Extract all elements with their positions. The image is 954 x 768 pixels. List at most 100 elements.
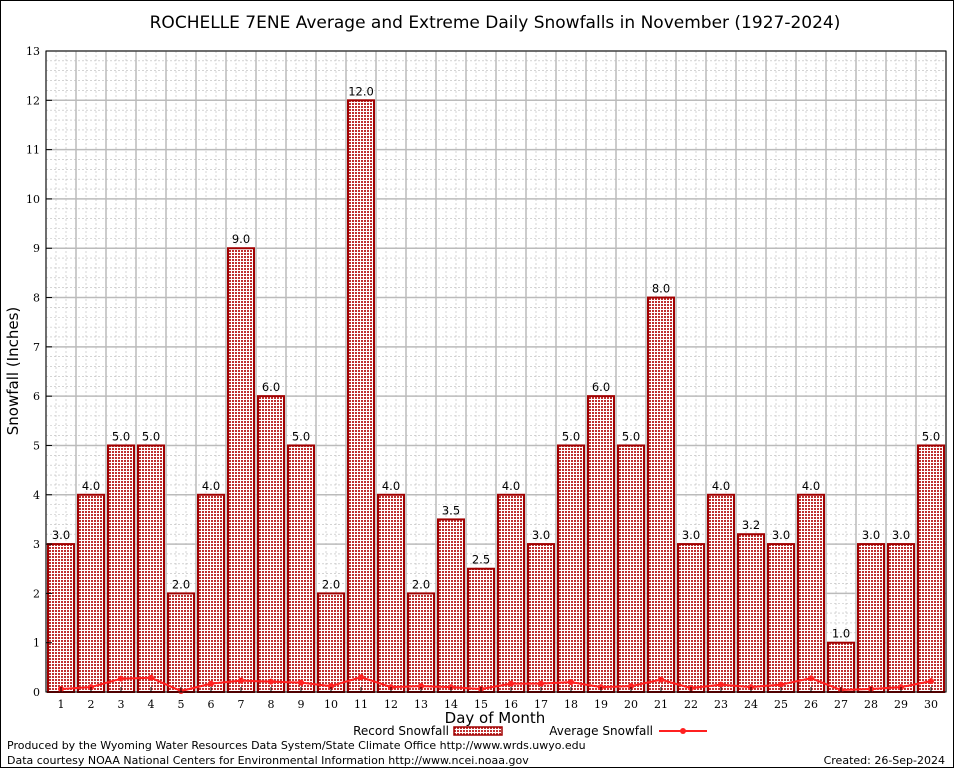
bar-day-6	[197, 493, 225, 693]
bar-value-label: 4.0	[712, 479, 730, 493]
bar-day-20	[617, 444, 645, 694]
y-tick-label: 9	[33, 242, 40, 255]
bar-value-label: 3.0	[532, 528, 550, 542]
y-tick-label: 6	[33, 390, 40, 403]
bar-value-label: 5.0	[112, 429, 130, 443]
bar-day-10	[317, 592, 345, 694]
average-point-day-4	[148, 674, 154, 681]
y-tick-label: 1	[33, 637, 40, 650]
bar-day-15	[467, 567, 495, 694]
bar-day-23	[707, 493, 735, 693]
x-tick-label: 12	[384, 698, 398, 711]
footer-produced: Produced by the Wyoming Water Resources …	[7, 739, 586, 752]
bar-value-label: 3.2	[742, 518, 760, 532]
bar-value-label: 6.0	[262, 380, 280, 394]
average-point-day-9	[298, 679, 304, 686]
x-tick-label: 26	[804, 698, 818, 711]
bar-value-label: 5.0	[922, 429, 940, 443]
y-tick-label: 2	[33, 587, 40, 600]
average-point-day-30	[928, 678, 934, 685]
average-point-day-21	[658, 676, 664, 683]
x-tick-label: 20	[624, 698, 638, 711]
x-axis-label: Day of Month	[445, 709, 546, 727]
bar-day-11	[347, 99, 375, 694]
average-point-day-7	[238, 677, 244, 684]
legend-record-label: Record Snowfall	[353, 724, 449, 738]
x-tick-label: 6	[208, 698, 215, 711]
bar-day-1	[47, 543, 75, 693]
x-tick-label: 4	[148, 698, 155, 711]
bar-day-14	[437, 518, 465, 694]
chart-title: ROCHELLE 7ENE Average and Extreme Daily …	[150, 13, 841, 33]
average-point-day-13	[418, 683, 424, 690]
x-tick-label: 1	[58, 698, 65, 711]
footer-courtesy: Data courtesy NOAA National Centers for …	[7, 754, 529, 767]
bar-day-27	[827, 641, 855, 694]
x-tick-label: 13	[414, 698, 428, 711]
average-point-day-16	[508, 680, 514, 687]
y-tick-label: 3	[33, 538, 40, 551]
bar-value-label: 3.0	[892, 528, 910, 542]
bar-day-29	[887, 543, 915, 693]
y-tick-label: 13	[26, 45, 40, 58]
x-tick-label: 19	[594, 698, 608, 711]
bar-value-label: 2.0	[322, 577, 340, 591]
bar-value-label: 4.0	[802, 479, 820, 493]
footer-created: Created: 26-Sep-2024	[823, 754, 945, 767]
average-point-day-10	[328, 683, 334, 690]
average-point-day-6	[208, 680, 214, 687]
x-tick-label: 23	[714, 698, 728, 711]
x-tick-label: 21	[654, 698, 668, 711]
bar-value-label: 2.0	[412, 577, 430, 591]
x-tick-label: 14	[444, 698, 458, 711]
bar-value-label: 9.0	[232, 232, 250, 246]
bar-value-label: 5.0	[622, 429, 640, 443]
bar-day-21	[647, 296, 675, 693]
x-tick-label: 28	[864, 698, 878, 711]
bar-day-18	[557, 444, 585, 694]
y-tick-label: 12	[26, 94, 40, 107]
legend-average-marker	[680, 728, 686, 734]
bar-day-2	[77, 493, 105, 693]
average-point-day-20	[628, 683, 634, 690]
y-tick-label: 4	[33, 489, 40, 502]
average-point-day-8	[268, 678, 274, 685]
bar-value-label: 3.0	[52, 528, 70, 542]
bar-value-label: 3.0	[772, 528, 790, 542]
bar-day-5	[167, 592, 195, 694]
legend-record-swatch	[453, 726, 503, 736]
x-tick-label: 5	[178, 698, 185, 711]
x-tick-label: 10	[324, 698, 338, 711]
legend-average-label: Average Snowfall	[549, 724, 653, 738]
legend: Record Snowfall Average Snowfall	[353, 724, 707, 738]
bar-value-label: 4.0	[502, 479, 520, 493]
bar-value-label: 5.0	[292, 429, 310, 443]
bar-day-7	[227, 247, 255, 693]
bar-day-13	[407, 592, 435, 694]
average-line	[60, 676, 932, 693]
x-tick-label: 22	[684, 698, 698, 711]
average-point-day-17	[538, 680, 544, 687]
bar-day-17	[527, 543, 555, 693]
y-tick-label: 7	[33, 341, 40, 354]
bar-value-label: 12.0	[348, 84, 374, 98]
bar-day-30	[917, 444, 945, 694]
x-tick-label: 7	[238, 698, 245, 711]
bar-value-label: 5.0	[562, 429, 580, 443]
y-tick-label: 5	[33, 439, 40, 452]
y-tick-label: 10	[26, 193, 40, 206]
y-tick-label: 11	[26, 144, 40, 157]
bar-value-label: 4.0	[82, 479, 100, 493]
x-tick-label: 16	[504, 698, 518, 711]
bar-day-22	[677, 543, 705, 693]
x-tick-label: 30	[924, 698, 938, 711]
bar-day-8	[257, 395, 285, 693]
bar-day-3	[107, 444, 135, 694]
bar-day-24	[737, 533, 765, 694]
bar-day-26	[797, 493, 825, 693]
bar-day-16	[497, 493, 525, 693]
bar-value-label: 3.0	[862, 528, 880, 542]
average-point-day-3	[118, 675, 124, 682]
